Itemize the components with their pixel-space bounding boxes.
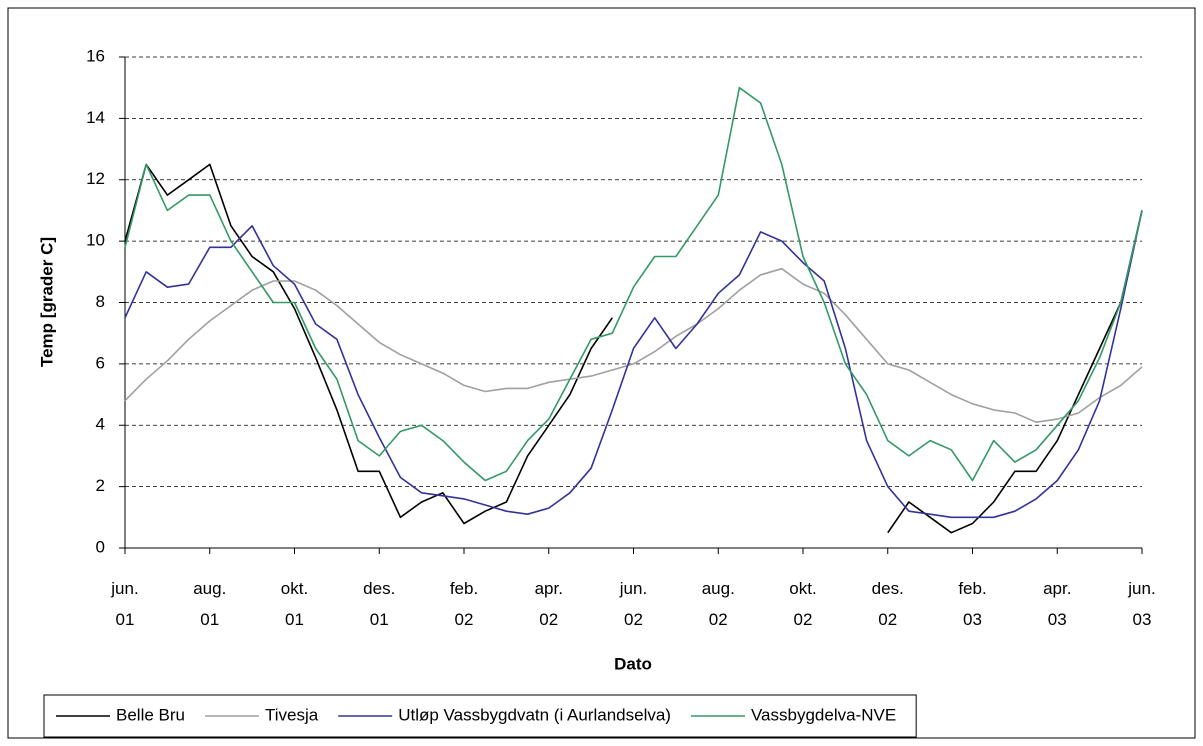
x-tick-label-line: feb. (958, 579, 986, 598)
x-tick-label-line: 02 (455, 610, 474, 629)
y-tick-label: 14 (86, 108, 105, 127)
x-tick-label-line: apr. (1043, 579, 1071, 598)
x-tick-label: aug. 01 (193, 579, 226, 629)
series-line (124, 267, 1143, 423)
x-tick-label: okt. 01 (281, 579, 308, 629)
legend-box (43, 694, 917, 738)
x-tick-label: apr. 03 (1043, 579, 1071, 629)
x-tick-label-line: 03 (1048, 610, 1067, 629)
x-tick-label: apr. 02 (535, 579, 563, 629)
x-tick-label-line: okt. (281, 579, 308, 598)
x-tick-label-line: 01 (285, 610, 304, 629)
x-tick-label-line: aug. (702, 579, 735, 598)
x-tick-label-line: 03 (1133, 610, 1152, 629)
x-tick-label: jun. 03 (1127, 579, 1155, 629)
y-tick-label: 10 (86, 231, 105, 250)
y-tick-label: 2 (96, 476, 105, 495)
series-line (124, 163, 1143, 534)
y-tick-label: 0 (96, 537, 105, 556)
y-tick-label: 6 (96, 353, 105, 372)
x-tick-label-line: 01 (116, 610, 135, 629)
x-tick-label-line: jun. (619, 579, 647, 598)
x-tick-label-line: des. (363, 579, 395, 598)
x-tick-label-line: 01 (370, 610, 389, 629)
x-tick-label-line: 02 (709, 610, 728, 629)
x-tick-label: feb. 02 (450, 579, 478, 629)
x-tick-label: aug. 02 (702, 579, 735, 629)
x-axis-title: Dato (614, 654, 652, 673)
legend-label: Vassbygdelva-NVE (751, 705, 896, 724)
y-axis-title: Temp [grader C] (37, 237, 56, 367)
y-tick-label: 16 (86, 46, 105, 65)
y-tick-label: 12 (86, 169, 105, 188)
x-tick-label-line: feb. (450, 579, 478, 598)
x-tick-label: okt. 02 (789, 579, 816, 629)
x-tick-label-line: 01 (200, 610, 219, 629)
x-tick-label-line: 02 (539, 610, 558, 629)
x-tick-label-line: 02 (794, 610, 813, 629)
x-tick-label-line: jun. (1127, 579, 1155, 598)
y-tick-label: 8 (96, 292, 105, 311)
series-line (124, 86, 1143, 482)
x-tick-label-line: okt. (789, 579, 816, 598)
legend-label: Utløp Vassbygdvatn (i Aurlandselva) (398, 705, 671, 724)
x-tick-label: des. 01 (363, 579, 395, 629)
series-line (124, 210, 1143, 519)
x-tick-label-line: apr. (535, 579, 563, 598)
x-tick-label-line: aug. (193, 579, 226, 598)
legend-label: Tivesja (265, 705, 319, 724)
x-tick-label-line: des. (872, 579, 904, 598)
x-tick-label-line: 02 (878, 610, 897, 629)
x-tick-label: jun. 01 (110, 579, 138, 629)
legend-label: Belle Bru (116, 705, 185, 724)
x-tick-label-line: jun. (110, 579, 138, 598)
x-tick-label: des. 02 (872, 579, 904, 629)
x-tick-label: jun. 02 (619, 579, 647, 629)
x-tick-label-line: 03 (963, 610, 982, 629)
y-tick-label: 4 (96, 415, 105, 434)
x-tick-label: feb. 03 (958, 579, 986, 629)
x-tick-label-line: 02 (624, 610, 643, 629)
